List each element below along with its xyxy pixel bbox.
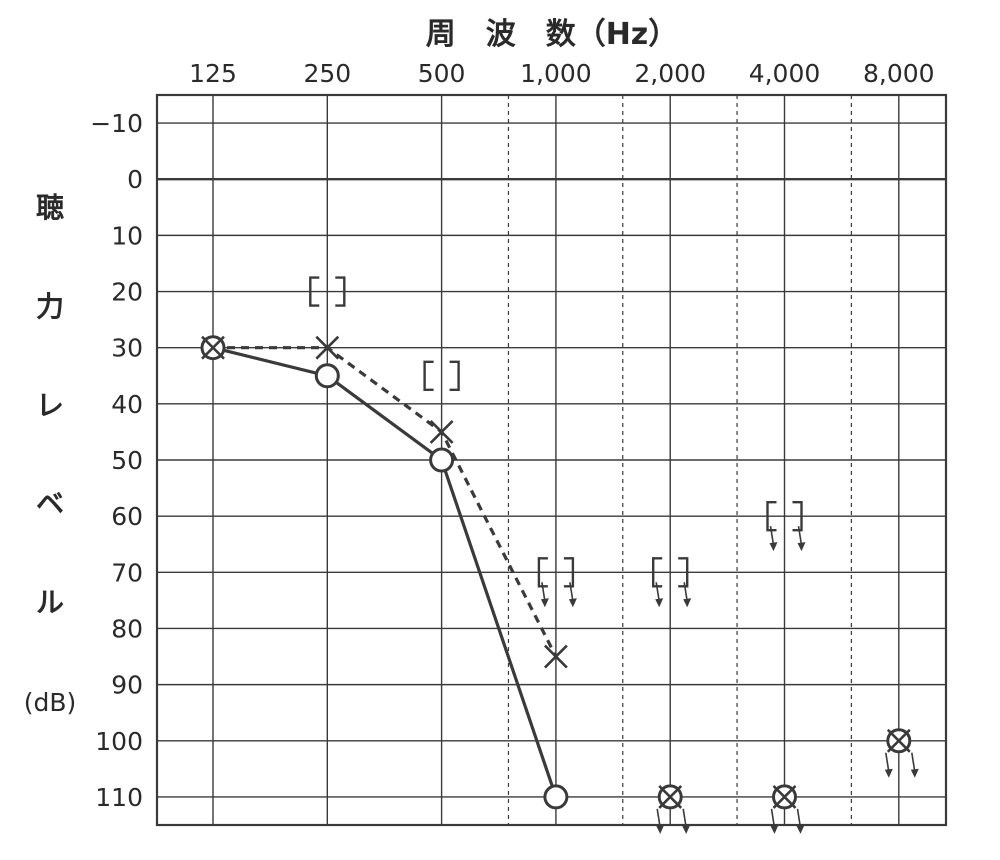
y-tick-label: 40 <box>111 390 143 419</box>
cross-marker <box>772 785 797 809</box>
x-tick-label: 1,000 <box>520 59 592 88</box>
bracket-marker <box>537 557 575 588</box>
bracket-marker <box>766 500 803 532</box>
y-tick-label: 10 <box>111 221 143 250</box>
y-tick-label: 90 <box>111 671 143 700</box>
circle-marker <box>314 363 340 389</box>
bracket-marker <box>309 276 346 307</box>
y-axis-label-char: ル <box>36 586 64 619</box>
chart-grid <box>155 93 948 827</box>
series-line-solid <box>212 346 558 798</box>
no-response-arrow-circle <box>770 808 805 834</box>
y-tick-label: 100 <box>95 727 143 756</box>
y-tick-label: 70 <box>111 558 143 587</box>
y-tick-label: 60 <box>111 502 143 531</box>
bracket-marker <box>423 360 460 391</box>
y-tick-label: 20 <box>111 278 143 307</box>
y-axis-label-char: 力 <box>36 290 64 323</box>
y-tick-label: 80 <box>111 614 143 643</box>
cross-marker <box>429 420 454 444</box>
y-axis-label-char: 聴 <box>36 191 64 224</box>
bracket-marker <box>652 557 689 588</box>
circle-marker <box>429 447 455 473</box>
chart-marks <box>200 276 919 834</box>
y-tick-label: 0 <box>127 165 143 194</box>
cross-marker <box>658 785 683 809</box>
no-response-arrow-bracket <box>540 582 577 608</box>
x-tick-label: 4,000 <box>749 59 821 88</box>
cross-marker <box>543 644 568 669</box>
y-axis-label-char: (dB) <box>24 688 77 717</box>
x-tick-label: 8,000 <box>863 59 935 88</box>
y-axis-label-char: ベ <box>36 487 64 520</box>
x-tick-label: 500 <box>418 59 466 88</box>
circle-marker <box>543 784 569 810</box>
cross-marker <box>886 728 911 753</box>
y-tick-label: −10 <box>90 109 143 138</box>
x-tick-label: 125 <box>189 59 237 88</box>
y-tick-label: 30 <box>111 334 143 363</box>
cross-marker <box>315 335 340 360</box>
y-axis-ticks: −10 0 10 20 30 40 50 60 70 80 90 100 110 <box>90 109 143 812</box>
chart-title: 周 波 数（Hz） <box>426 17 679 52</box>
x-axis-ticks: 125 250 500 1,000 2,000 4,000 8,000 <box>189 59 934 88</box>
y-tick-label: 50 <box>111 446 143 475</box>
y-tick-label: 110 <box>95 783 143 812</box>
series-line-dashed <box>213 346 558 658</box>
no-response-arrow-bracket <box>769 526 806 552</box>
no-response-arrow-circle <box>656 808 691 834</box>
y-axis-label-char: レ <box>36 389 64 422</box>
x-tick-label: 2,000 <box>634 59 706 88</box>
cross-marker <box>201 335 225 360</box>
no-response-arrow-bracket <box>655 582 692 608</box>
no-response-arrow-circle <box>884 752 919 778</box>
plot-frame <box>155 93 948 827</box>
x-tick-label: 250 <box>303 59 351 88</box>
